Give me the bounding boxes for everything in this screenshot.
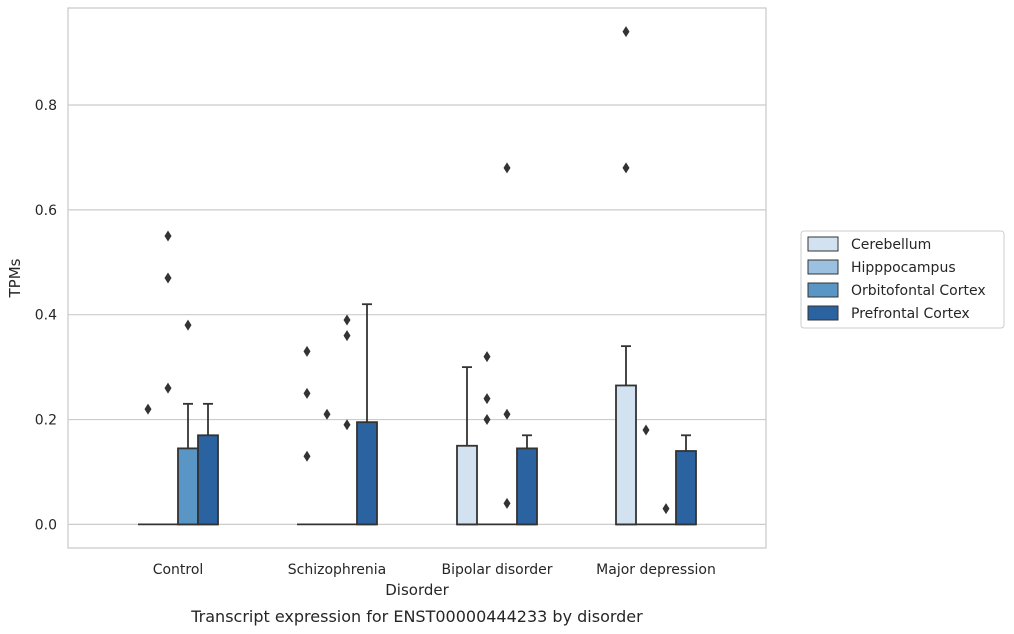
legend-swatch [807, 236, 839, 252]
box-rect [456, 444, 478, 526]
outlier-point [144, 403, 152, 415]
x-axis-ticks: Control Schizophrenia Bipolar disorder Majo… [153, 562, 716, 578]
chart-caption: Transcript expression for ENST0000044423… [190, 607, 643, 626]
outlier-point [343, 314, 351, 326]
legend-label: Cerebellum [851, 237, 931, 253]
box-prefrontal-cortex [675, 434, 697, 526]
outlier-point [164, 382, 172, 394]
outlier-point [323, 408, 331, 420]
box-rect [615, 384, 637, 526]
box-orbitofontal-cortex [177, 319, 199, 526]
legend-label: Hipppocampus [851, 260, 956, 276]
box-rect [675, 450, 697, 526]
legend-label: Prefrontal Cortex [851, 306, 970, 322]
legend-swatch [807, 259, 839, 275]
outlier-point [303, 387, 311, 399]
gridlines [68, 104, 766, 526]
y-tick-label: 0.0 [35, 517, 57, 533]
box-orbitofontal-cortex [656, 503, 676, 526]
outlier-point [343, 419, 351, 431]
x-tick-label: Control [153, 562, 204, 578]
outlier-point [164, 272, 172, 284]
plot-frame [67, 7, 767, 549]
box-prefrontal-cortex [516, 434, 538, 526]
y-axis-ticks: 0.0 0.2 0.4 0.6 0.8 [35, 98, 57, 533]
outlier-point [622, 162, 630, 174]
y-tick-label: 0.4 [35, 308, 57, 324]
y-tick-label: 0.6 [35, 203, 57, 219]
box-orbitofontal-cortex [497, 162, 517, 526]
outlier-point [662, 503, 670, 515]
box-hipppocampus [158, 230, 178, 526]
outlier-point [303, 345, 311, 357]
y-tick-label: 0.8 [35, 98, 57, 114]
x-tick-label: Major depression [596, 562, 716, 578]
outlier-point [164, 230, 172, 242]
outlier-point [622, 26, 630, 38]
outlier-point [503, 408, 511, 420]
legend-label: Orbitofontal Cortex [851, 283, 986, 299]
x-tick-label: Bipolar disorder [441, 562, 552, 578]
box-rect [356, 421, 378, 526]
box-hipppocampus [477, 351, 497, 526]
outlier-point [503, 497, 511, 509]
box-rect [177, 447, 199, 526]
legend-frame [800, 230, 1005, 329]
outlier-point [503, 162, 511, 174]
box-rect [516, 447, 538, 526]
x-tick-label: Schizophrenia [288, 562, 386, 578]
box-hipppocampus [636, 424, 656, 526]
box-orbitofontal-cortex [337, 314, 357, 526]
y-axis-title: TPMs [6, 258, 24, 298]
outlier-point [303, 450, 311, 462]
box-plot-series [138, 26, 697, 526]
outlier-point [483, 351, 491, 363]
outlier-point [343, 330, 351, 342]
box-cerebellum [138, 403, 158, 526]
legend-swatch [807, 305, 839, 321]
box-prefrontal-cortex [356, 303, 378, 526]
y-tick-label: 0.2 [35, 413, 57, 429]
box-prefrontal-cortex [197, 402, 219, 526]
box-rect [197, 434, 219, 526]
outlier-point [642, 424, 650, 436]
outlier-point [483, 414, 491, 426]
outlier-point [483, 393, 491, 405]
legend: Cerebellum Hipppocampus Orbitofontal Corte… [800, 230, 1005, 329]
box-cerebellum [456, 366, 478, 526]
box-cerebellum [615, 26, 637, 526]
x-axis-title: Disorder [385, 581, 449, 599]
outlier-point [184, 319, 192, 331]
box-cerebellum [297, 345, 317, 526]
box-hipppocampus [317, 408, 337, 526]
legend-swatch [807, 282, 839, 298]
